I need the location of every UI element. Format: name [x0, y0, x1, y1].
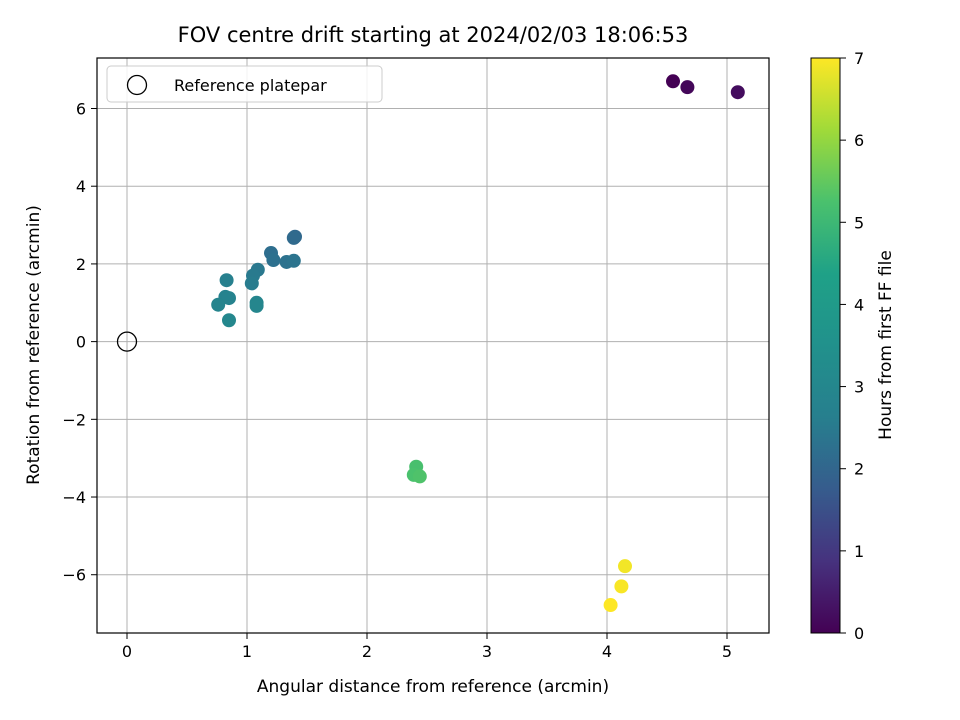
- x-axis-label: Angular distance from reference (arcmin): [257, 677, 609, 697]
- data-point: [266, 253, 281, 268]
- x-tick-label: 4: [602, 642, 612, 661]
- chart-title: FOV centre drift starting at 2024/02/03 …: [178, 23, 689, 47]
- colorbar-tick-label: 6: [854, 131, 864, 150]
- colorbar-label: Hours from first FF file: [876, 250, 896, 440]
- data-point: [249, 298, 264, 313]
- data-point: [618, 559, 632, 574]
- data-point: [222, 313, 236, 328]
- colorbar: 0 1 2 3 4 5 6 7 Hours from first FF file: [810, 49, 896, 643]
- data-point: [286, 253, 301, 268]
- data-point: [603, 598, 618, 613]
- data-point: [730, 85, 745, 100]
- colorbar-tick-label: 5: [854, 213, 864, 232]
- colorbar-tick-label: 1: [854, 542, 864, 561]
- x-tick-label: 5: [722, 642, 732, 661]
- data-point: [211, 297, 226, 312]
- axes: 0 1 2 3 4 5 −6 −4 −2 0 2 4 6: [62, 100, 732, 661]
- legend-marker-open-circle: [126, 74, 148, 96]
- y-tick-label: 0: [76, 333, 86, 352]
- data-point: [412, 469, 427, 484]
- reference-point: [116, 331, 138, 352]
- data-point: [222, 291, 236, 306]
- colorbar-tick-label: 4: [854, 295, 864, 314]
- y-tick-label: 2: [76, 255, 86, 274]
- data-points: [116, 74, 745, 613]
- y-tick-label: −2: [62, 410, 86, 429]
- grid: [97, 58, 769, 633]
- x-tick-label: 0: [122, 642, 132, 661]
- y-tick-label: 4: [76, 177, 86, 196]
- legend-entry-label: Reference platepar: [174, 76, 327, 95]
- data-point: [614, 579, 629, 594]
- data-point: [680, 80, 695, 95]
- data-point: [666, 74, 680, 89]
- x-tick-label: 2: [362, 642, 372, 661]
- legend: Reference platepar: [106, 65, 383, 103]
- colorbar-tick-label: 3: [854, 378, 864, 397]
- colorbar-tick-label: 0: [854, 624, 864, 643]
- colorbar-tick-label: 7: [854, 49, 864, 68]
- y-tick-label: −4: [62, 488, 86, 507]
- y-tick-label: 6: [76, 100, 86, 119]
- data-point: [286, 230, 301, 245]
- colorbar-tick-label: 2: [854, 460, 864, 479]
- x-tick-label: 1: [242, 642, 252, 661]
- plot-frame: [96, 57, 770, 634]
- colorbar-ticks: 0 1 2 3 4 5 6 7: [840, 49, 864, 643]
- data-point: [219, 273, 234, 288]
- y-tick-label: −6: [62, 566, 86, 585]
- colorbar-gradient: [810, 57, 841, 634]
- y-axis-label: Rotation from reference (arcmin): [24, 205, 44, 485]
- legend-box: [106, 65, 383, 103]
- x-tick-label: 3: [482, 642, 492, 661]
- data-point: [244, 276, 259, 291]
